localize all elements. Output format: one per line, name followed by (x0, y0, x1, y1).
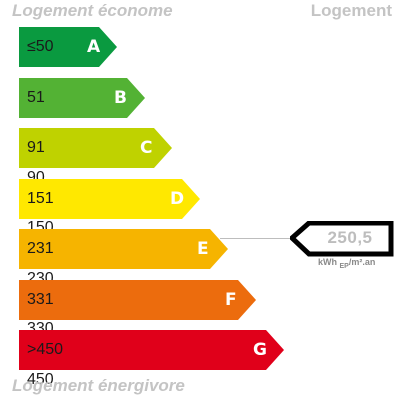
value-marker (290, 221, 394, 257)
band-c-letter: C (140, 138, 153, 158)
band-b-letter: B (114, 88, 127, 108)
value-connector-line (220, 238, 292, 239)
band-e-shape (19, 229, 228, 269)
band-e-letter: E (197, 239, 209, 259)
band-c-shape (19, 128, 172, 168)
consumption-value: 250,5 (327, 228, 373, 247)
band-g-range: >450 (27, 341, 64, 358)
band-a-letter: A (87, 37, 101, 57)
header-economical: Logement économe (12, 1, 173, 20)
band-a-range: ≤50 (27, 38, 54, 55)
band-b-shape (19, 78, 145, 118)
band-d-shape (19, 179, 200, 219)
band-g-letter: G (253, 340, 267, 360)
band-f-shape (19, 280, 256, 320)
band-g-shape (19, 330, 284, 370)
footer-energy-intensive: Logement énergivore (12, 376, 185, 395)
unit-main: kWh (318, 257, 337, 267)
unit-subscript: EP (339, 262, 349, 270)
unit-tail: /m².an (348, 257, 376, 267)
consumption-unit: kWh EP/m².an (318, 257, 375, 270)
band-d-letter: D (170, 189, 185, 209)
header-housing: Logement (310, 1, 392, 20)
band-f-letter: F (225, 290, 237, 310)
band-a-shape (19, 27, 117, 67)
